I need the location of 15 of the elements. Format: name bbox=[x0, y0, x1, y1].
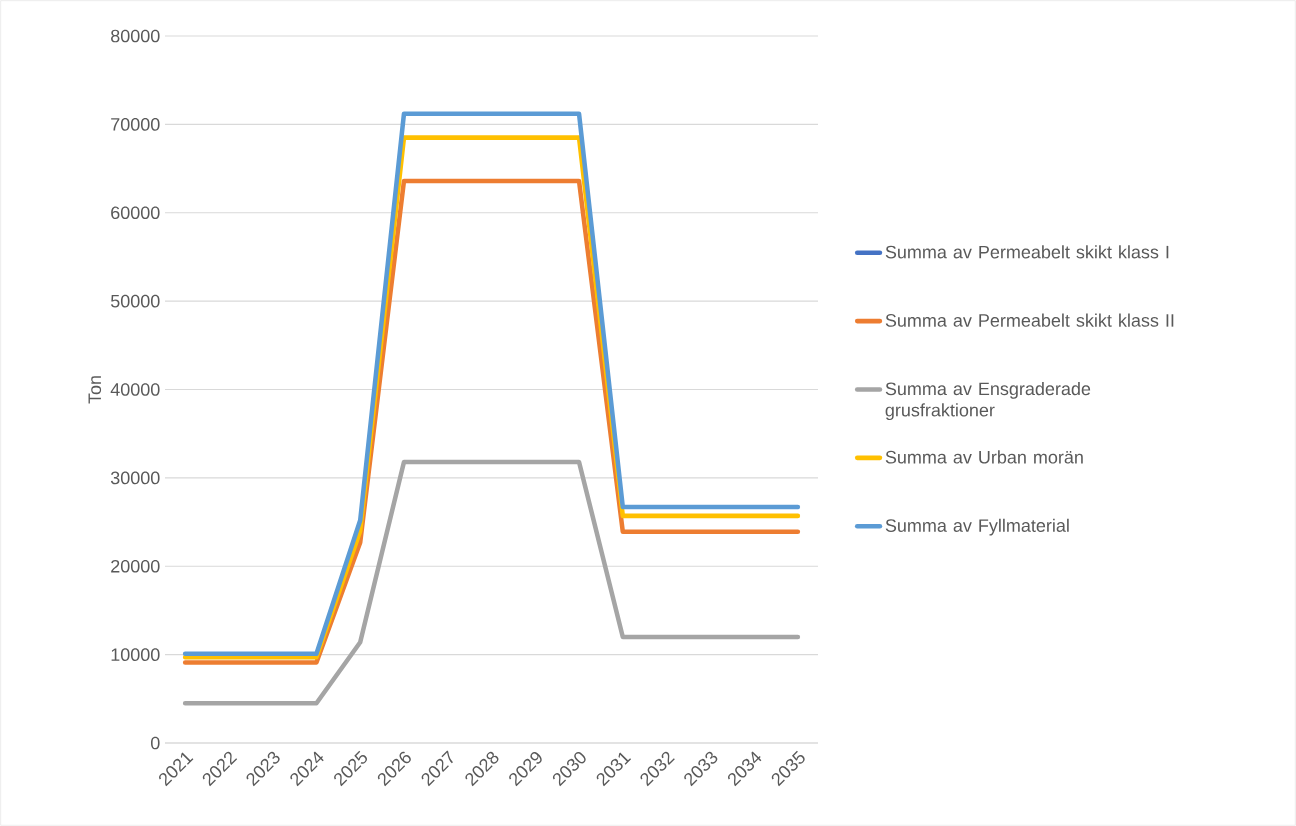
y-tick-label: 60000 bbox=[111, 206, 160, 220]
legend-label: Summa av Urban morän bbox=[885, 450, 1083, 464]
legend-label: Summa av Permeabelt skikt klass II bbox=[885, 313, 1174, 327]
y-tick-label: 40000 bbox=[110, 383, 160, 396]
y-axis-title: Ton bbox=[88, 376, 102, 404]
y-tick-label: 20000 bbox=[111, 559, 160, 573]
legend-label: Summa av Permeabelt skikt klass I bbox=[885, 245, 1169, 259]
legend-label: Summa av Fyllmaterial bbox=[885, 518, 1069, 536]
y-tick-label: 80000 bbox=[111, 29, 160, 43]
y-tick-label: 70000 bbox=[111, 118, 160, 131]
legend-label: Summa av Ensgraderade grusfraktioner bbox=[885, 381, 1091, 421]
y-tick-label: 0 bbox=[150, 736, 160, 750]
y-tick-label: 50000 bbox=[110, 294, 160, 308]
y-tick-label: 30000 bbox=[110, 471, 160, 485]
y-tick-label: 10000 bbox=[111, 648, 160, 661]
